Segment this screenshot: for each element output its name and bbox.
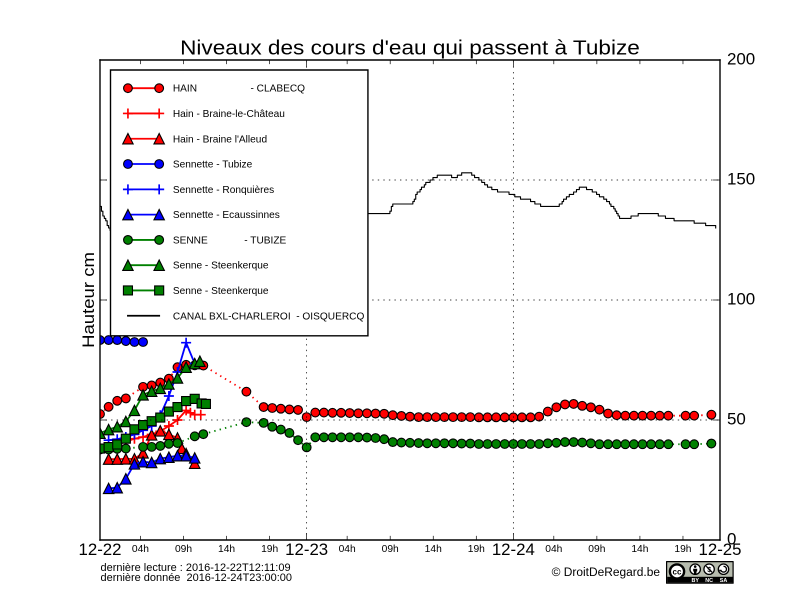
svg-text:50: 50 xyxy=(727,409,746,428)
svg-text:© DroitDeRegard.be: © DroitDeRegard.be xyxy=(552,565,661,579)
svg-text:100: 100 xyxy=(727,289,755,308)
svg-text:14h: 14h xyxy=(218,544,235,555)
svg-text:19h: 19h xyxy=(261,544,278,555)
svg-text:CANAL BXL-CHARLEROI - OISQUER: CANAL BXL-CHARLEROI - OISQUERCQ xyxy=(173,311,365,322)
svg-text:04h: 04h xyxy=(339,544,356,555)
svg-text:dernière donnée 2016-12-24T23: dernière donnée 2016-12-24T23:00:00 xyxy=(101,572,293,584)
svg-text:09h: 09h xyxy=(382,544,399,555)
svg-text:Hain - Braine-le-Château: Hain - Braine-le-Château xyxy=(173,109,285,120)
svg-text:04h: 04h xyxy=(132,544,149,555)
svg-text:14h: 14h xyxy=(425,544,442,555)
svg-text:cc: cc xyxy=(673,567,682,576)
svg-text:09h: 09h xyxy=(175,544,192,555)
svg-text:SENNE - TUBIZE: SENNE - TUBIZE xyxy=(173,235,287,246)
svg-text:14h: 14h xyxy=(631,544,648,555)
svg-text:Sennette - Ronquières: Sennette - Ronquières xyxy=(173,185,274,196)
svg-text:150: 150 xyxy=(727,169,755,188)
svg-text:NC: NC xyxy=(705,578,713,584)
svg-text:09h: 09h xyxy=(588,544,605,555)
svg-text:12-25: 12-25 xyxy=(699,540,742,559)
svg-text:12-24: 12-24 xyxy=(492,540,535,559)
svg-text:BY: BY xyxy=(691,578,699,584)
svg-text:Sennette - Tubize: Sennette - Tubize xyxy=(173,160,253,171)
svg-text:200: 200 xyxy=(727,49,755,68)
svg-text:19h: 19h xyxy=(468,544,485,555)
svg-text:Sennette - Ecaussinnes: Sennette - Ecaussinnes xyxy=(173,210,280,221)
svg-text:$: $ xyxy=(707,565,711,574)
svg-text:12-23: 12-23 xyxy=(285,540,328,559)
svg-text:HAIN - CLABE: HAIN - CLABECQ xyxy=(173,84,305,95)
svg-text:Senne - Steenkerque: Senne - Steenkerque xyxy=(173,286,269,297)
svg-text:Hain - Braine l'Alleud: Hain - Braine l'Alleud xyxy=(173,134,267,145)
svg-text:12-22: 12-22 xyxy=(79,540,122,559)
svg-text:Senne - Steenkerque: Senne - Steenkerque xyxy=(173,261,269,272)
svg-text:SA: SA xyxy=(720,578,728,584)
svg-text:0: 0 xyxy=(727,529,736,548)
svg-text:Hauteur cm: Hauteur cm xyxy=(79,252,98,348)
svg-text:dernière lecture : 2016-12-22T: dernière lecture : 2016-12-22T12:11:09 xyxy=(101,562,291,574)
svg-text:04h: 04h xyxy=(545,544,562,555)
svg-text:19h: 19h xyxy=(674,544,691,555)
svg-text:Niveaux des cours d'eau qui pa: Niveaux des cours d'eau qui passent à Tu… xyxy=(180,37,640,59)
